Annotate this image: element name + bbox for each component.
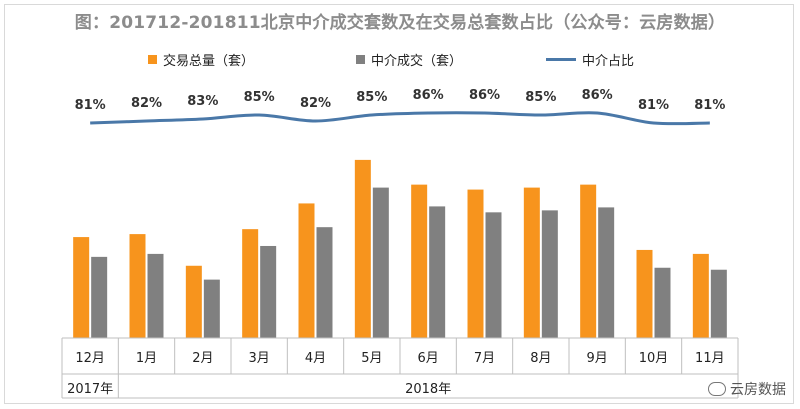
ratio-data-label-9: 86%: [582, 88, 613, 103]
legend-swatch-agency: [356, 55, 365, 64]
legend-label-agency: 中介成交（套）: [371, 54, 463, 69]
bar-total-5: [354, 159, 371, 338]
ratio-data-label-4: 82%: [300, 96, 331, 111]
bar-agency-8: [541, 210, 558, 338]
x-tick-label-8: 8月: [530, 351, 551, 366]
x-tick-label-11: 11月: [695, 351, 725, 366]
bar-total-8: [523, 187, 540, 338]
bar-agency-0: [91, 256, 108, 338]
legend-item-agency: 中介成交（套）: [356, 50, 462, 69]
ratio-data-label-3: 85%: [244, 90, 275, 105]
ratio-data-label-11: 81%: [694, 98, 725, 113]
x-tick-label-2: 2月: [192, 351, 213, 366]
bar-agency-4: [316, 227, 333, 338]
bar-total-10: [636, 249, 653, 338]
bar-agency-7: [485, 212, 502, 338]
ratio-data-label-0: 81%: [75, 98, 106, 113]
x-tick-label-1: 1月: [136, 351, 157, 366]
x-tick-label-6: 6月: [418, 351, 439, 366]
legend-swatch-ratio: [546, 58, 576, 61]
legend-label-ratio: 中介占比: [582, 54, 635, 69]
bar-total-6: [411, 184, 428, 338]
x-tick-label-9: 9月: [587, 351, 608, 366]
bar-total-4: [298, 203, 315, 338]
bar-total-7: [467, 189, 484, 338]
bar-total-11: [692, 253, 709, 338]
ratio-data-label-5: 85%: [356, 90, 387, 105]
bar-agency-9: [598, 207, 615, 338]
bar-agency-1: [147, 253, 164, 338]
bar-agency-3: [260, 245, 277, 338]
x-tick-label-0: 12月: [75, 351, 105, 366]
ratio-data-label-7: 86%: [469, 88, 500, 103]
watermark: 云房数据: [708, 379, 786, 399]
bar-total-9: [580, 184, 597, 338]
wechat-icon: [708, 382, 726, 396]
bar-total-0: [73, 237, 90, 338]
x-tick-label-4: 4月: [305, 351, 326, 366]
ratio-data-label-1: 82%: [131, 96, 162, 111]
bar-agency-11: [710, 269, 727, 338]
bar-agency-6: [429, 206, 446, 338]
x-tick-label-7: 7月: [474, 351, 495, 366]
legend-label-total: 交易总量（套）: [163, 54, 255, 69]
bar-total-3: [242, 229, 259, 338]
legend-item-total: 交易总量（套）: [148, 50, 254, 69]
ratio-line: [90, 111, 710, 126]
bar-total-2: [185, 265, 202, 338]
ratio-data-label-2: 83%: [187, 94, 218, 109]
x-tick-label-3: 3月: [249, 351, 270, 366]
bar-agency-2: [203, 279, 220, 338]
bar-total-1: [129, 234, 146, 338]
ratio-data-label-10: 81%: [638, 98, 669, 113]
year-label-1: 2018年: [405, 382, 451, 397]
legend: 交易总量（套） 中介成交（套） 中介占比: [0, 50, 800, 72]
bar-agency-5: [372, 187, 389, 338]
x-tick-label-10: 10月: [639, 351, 669, 366]
legend-swatch-total: [148, 55, 157, 64]
x-tick-label-5: 5月: [361, 351, 382, 366]
bar-agency-10: [654, 267, 671, 338]
ratio-data-label-6: 86%: [413, 88, 444, 103]
chart-title: 图：201712-201811北京中介成交套数及在交易总套数占比（公众号：云房数…: [74, 13, 726, 33]
legend-item-ratio: 中介占比: [546, 50, 634, 69]
watermark-text: 云房数据: [730, 382, 786, 398]
year-label-0: 2017年: [67, 382, 113, 397]
ratio-data-label-8: 85%: [525, 90, 556, 105]
